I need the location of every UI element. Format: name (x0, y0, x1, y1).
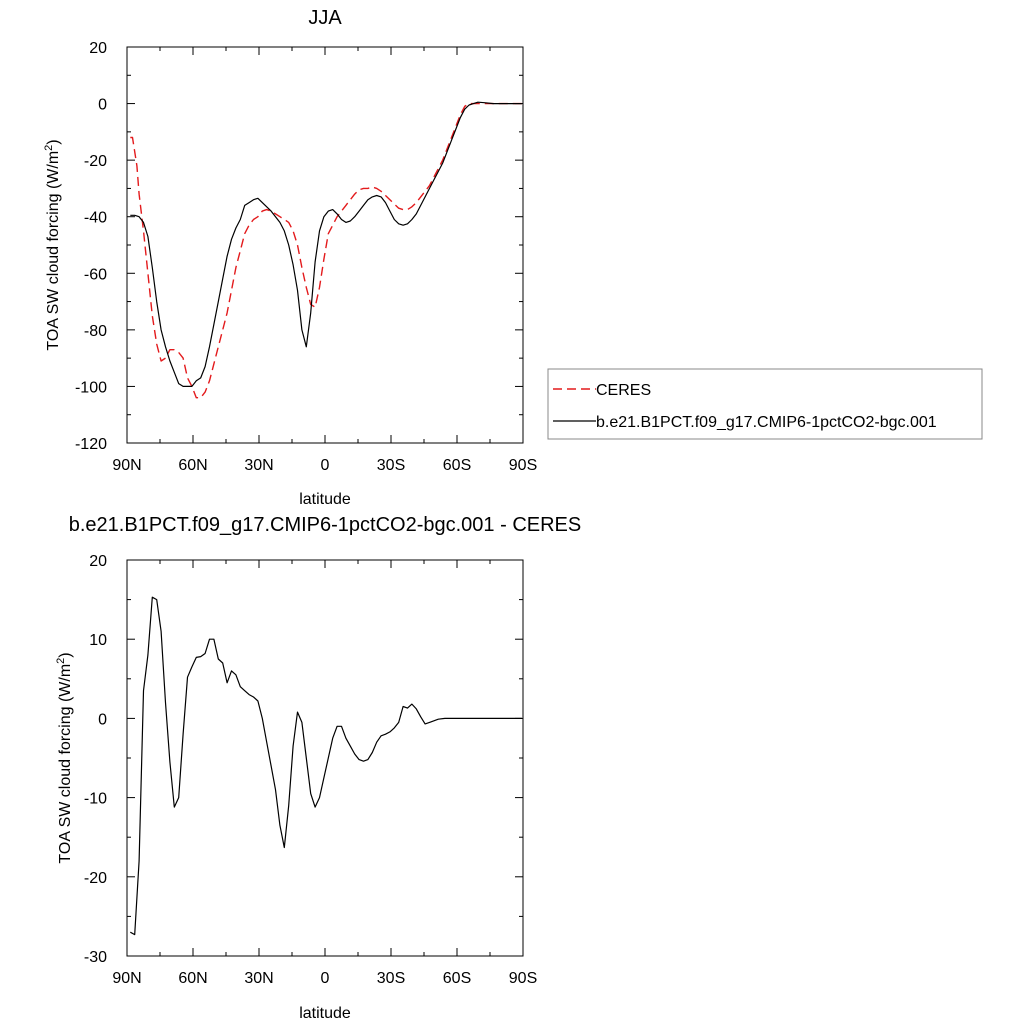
top-series-group (130, 101, 522, 399)
top-y-tick-label: 20 (89, 40, 107, 57)
top-plot-frame (126, 46, 524, 444)
bottom-y-axis-label: TOA SW cloud forcing (W/m2) (55, 652, 74, 863)
top-x-axis-label: latitude (299, 491, 351, 508)
bottom-y-tick-label: -10 (84, 791, 107, 808)
bottom-y-axis-label-main: TOA SW cloud forcing (W/m (57, 664, 74, 864)
top-axis-ticks: 90N 60N 30N 0 30S 60S 90S 20 0 -20 -40 -60 -80 -100 -1… (75, 40, 537, 474)
bottom-chart-panel: b.e21.B1PCT.f09_g17.CMIP6-1pctCO2-bgc.00… (55, 514, 581, 1022)
bottom-axis-ticks: 90N 60N 30N 0 30S 60S 90S 20 10 0 -10 -20 -30 (84, 553, 537, 987)
bottom-x-tick-label: 60S (443, 970, 471, 987)
top-y-tick-label: -120 (75, 436, 107, 453)
top-series-line-0 (130, 102, 522, 399)
top-y-tick-label: -100 (75, 379, 107, 396)
top-x-tick-label: 90N (112, 457, 141, 474)
top-x-tick-label: 60N (178, 457, 207, 474)
bottom-y-tick-label: 0 (98, 711, 107, 728)
top-y-tick-label: -40 (84, 210, 107, 227)
bottom-x-tick-label: 60N (178, 970, 207, 987)
bottom-y-tick-label: 20 (89, 553, 107, 570)
top-chart-panel: JJA 90N 60N 30N 0 30S 60S 90S 20 0 -20 -40 -60 -80 -1… (43, 7, 983, 508)
bottom-x-tick-label: 0 (321, 970, 330, 987)
bottom-x-tick-label: 30S (377, 970, 405, 987)
top-series-line-1 (130, 101, 522, 387)
top-x-tick-label: 30N (244, 457, 273, 474)
legend: CERES b.e21.B1PCT.f09_g17.CMIP6-1pctCO2-… (547, 368, 983, 440)
bottom-x-axis-label: latitude (299, 1005, 351, 1022)
bottom-series-line-0 (130, 596, 522, 936)
top-y-axis-label-sup: 2 (43, 145, 55, 151)
top-y-tick-label: -80 (84, 323, 107, 340)
top-x-tick-label: 60S (443, 457, 471, 474)
top-x-tick-label: 0 (321, 457, 330, 474)
legend-box (547, 368, 983, 440)
bottom-y-tick-label: -20 (84, 870, 107, 887)
bottom-x-tick-label: 30N (244, 970, 273, 987)
top-y-axis-label: TOA SW cloud forcing (W/m2) (43, 139, 62, 350)
bottom-y-axis-label-sup: 2 (55, 658, 67, 664)
top-x-tick-label: 30S (377, 457, 405, 474)
legend-model-label: b.e21.B1PCT.f09_g17.CMIP6-1pctCO2-bgc.00… (596, 414, 937, 431)
bottom-series-group (130, 596, 522, 936)
top-x-tick-label: 90S (509, 457, 537, 474)
top-y-axis-label-main: TOA SW cloud forcing (W/m (45, 151, 62, 351)
bottom-chart-title: b.e21.B1PCT.f09_g17.CMIP6-1pctCO2-bgc.00… (69, 514, 581, 536)
bottom-plot-frame (126, 559, 524, 957)
bottom-x-tick-label: 90S (509, 970, 537, 987)
top-y-tick-label: -60 (84, 266, 107, 283)
bottom-y-tick-label: -30 (84, 949, 107, 966)
top-y-tick-label: -20 (84, 153, 107, 170)
bottom-y-tick-label: 10 (89, 632, 107, 649)
top-y-axis-label-close: ) (45, 139, 62, 144)
top-chart-title: JJA (308, 7, 342, 29)
legend-ceres-label: CERES (596, 382, 651, 399)
bottom-y-axis-label-close: ) (57, 652, 74, 657)
top-y-tick-label: 0 (98, 97, 107, 114)
bottom-x-tick-label: 90N (112, 970, 141, 987)
